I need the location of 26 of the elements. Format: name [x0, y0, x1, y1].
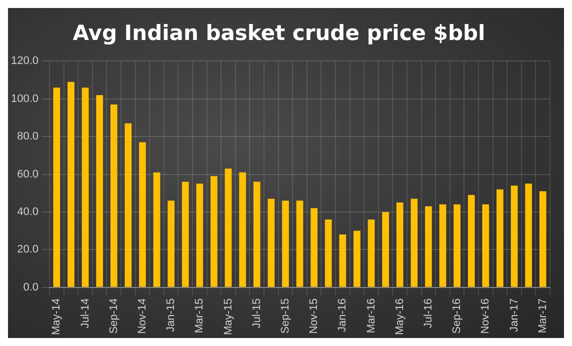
- y-tick-label: 20.0: [17, 244, 39, 256]
- x-tick-label: Mar-17: [536, 298, 549, 334]
- x-tick-label: Nov-15: [308, 298, 320, 334]
- x-tick-label: Jan-16: [336, 298, 349, 332]
- x-tick-label: Mar-15: [194, 298, 206, 334]
- x-tick-label: May-16: [394, 298, 406, 336]
- x-tick-label: Nov-16: [480, 298, 492, 334]
- x-tick-label: Jul-14: [79, 298, 92, 328]
- x-tick-label: Jan-15: [165, 298, 178, 332]
- x-tick-label: Nov-14: [136, 298, 149, 334]
- y-tick-label: 80.0: [17, 130, 39, 143]
- x-tick-label: May-14: [50, 298, 63, 336]
- x-tick-label: Sep-14: [108, 298, 120, 334]
- x-tick-label: Jul-15: [250, 298, 263, 328]
- x-tick-label: Sep-16: [451, 298, 464, 334]
- y-tick-label: 60.0: [17, 168, 39, 180]
- x-tick-label: Mar-16: [365, 298, 378, 334]
- y-tick-label: 120.0: [10, 55, 39, 68]
- y-tick-label: 100.0: [10, 92, 39, 105]
- y-tick-label: 0.0: [23, 281, 39, 294]
- chart-title: Avg Indian basket crude price $bbl: [72, 21, 486, 46]
- x-tick-label: May-15: [222, 298, 234, 336]
- x-tick-label: Jan-17: [508, 298, 520, 332]
- x-tick-label: Sep-15: [279, 298, 292, 334]
- y-tick-label: 40.0: [17, 206, 39, 218]
- x-tick-label: Jul-16: [422, 298, 434, 328]
